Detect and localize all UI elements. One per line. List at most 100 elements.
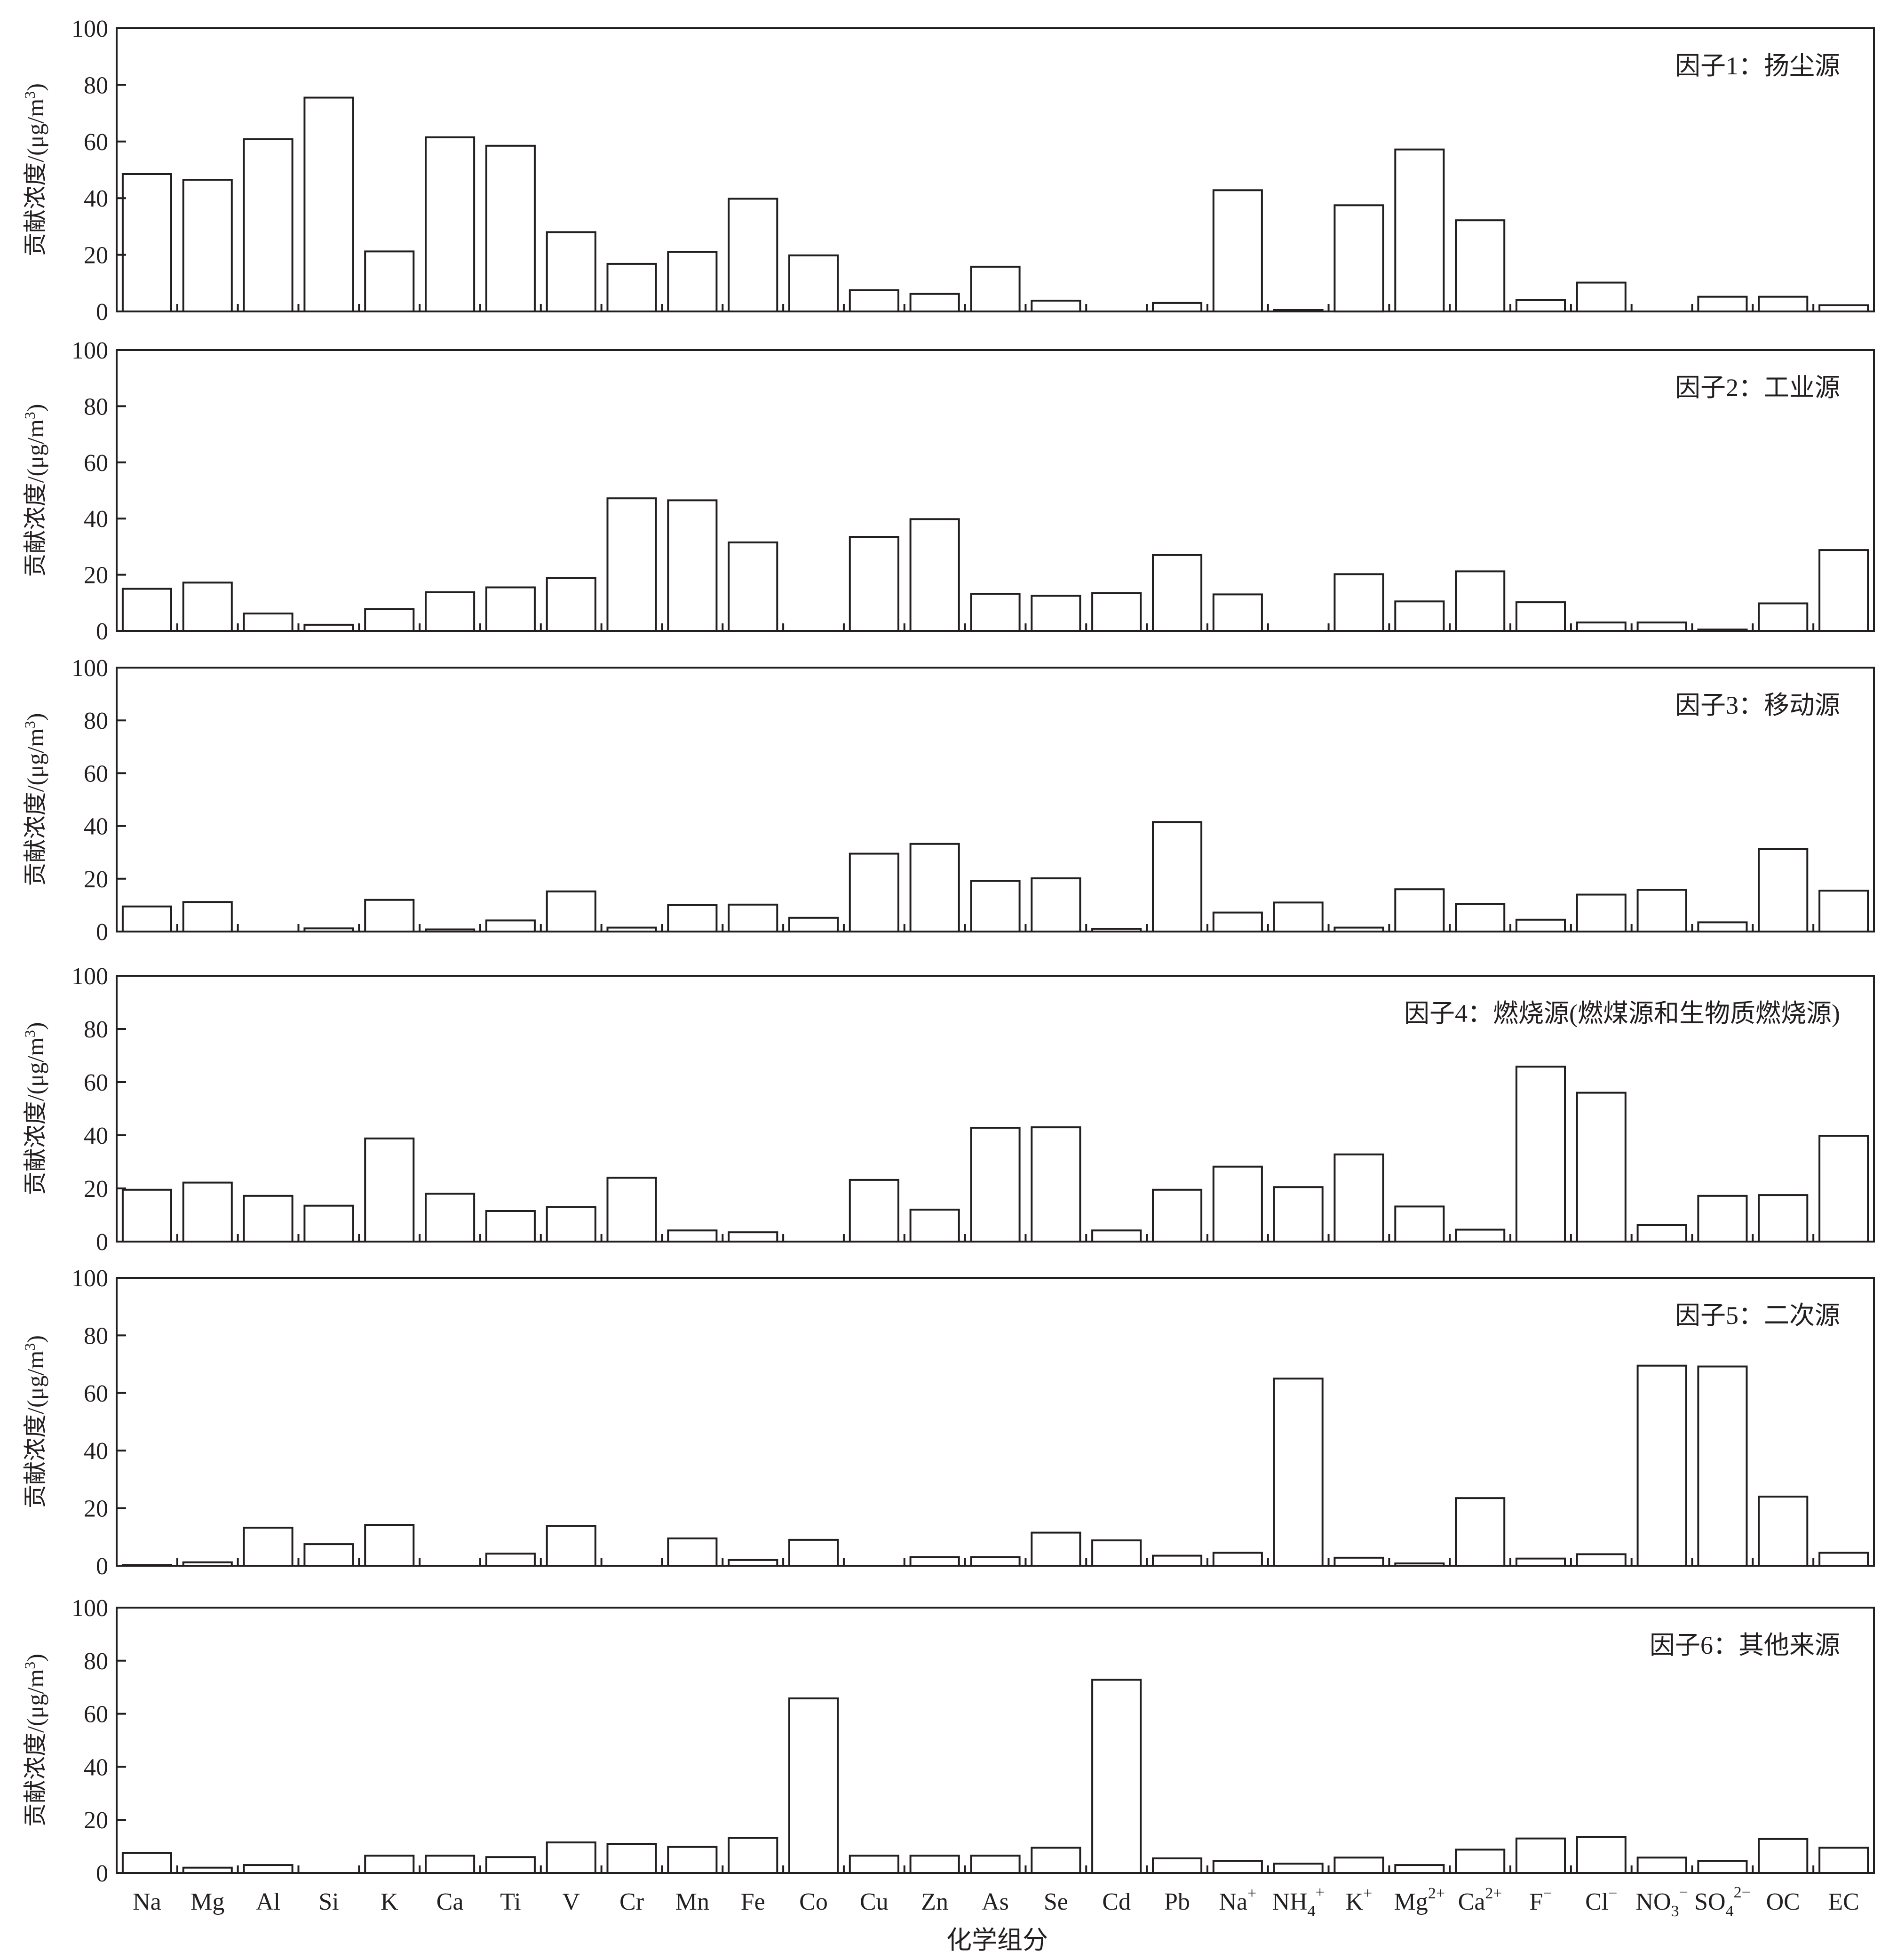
- x-tick-label: Mg: [190, 1888, 224, 1915]
- panel-title: 因子3：移动源: [1675, 691, 1840, 719]
- y-tick-label: 20: [84, 866, 108, 893]
- bar-1-12: [788, 254, 839, 312]
- bar-5-14: [909, 1556, 960, 1567]
- x-axis-label: 化学组分: [946, 1926, 1048, 1954]
- plot-frame: [116, 27, 1875, 312]
- x-tick-label: Co: [799, 1888, 828, 1915]
- bar-4-23: [1455, 1228, 1506, 1243]
- bar-2-25: [1576, 621, 1627, 632]
- y-tick-label: 20: [84, 1496, 108, 1522]
- y-tick-label: 40: [84, 813, 108, 840]
- y-tick-label: 100: [71, 1595, 108, 1622]
- bar-2-19: [1212, 593, 1263, 632]
- bar-6-1: [121, 1852, 172, 1874]
- bar-1-9: [606, 263, 657, 313]
- panel-title: 因子1：扬尘源: [1675, 52, 1840, 80]
- bar-2-10: [667, 499, 718, 632]
- y-tick-label: 60: [84, 1380, 108, 1407]
- x-tick-label: Al: [256, 1888, 280, 1915]
- bar-6-8: [546, 1841, 596, 1874]
- y-tick-label: 80: [84, 1648, 108, 1675]
- bar-2-11: [728, 541, 778, 632]
- x-tick-label: Mg2+: [1394, 1885, 1445, 1915]
- x-tick-label: Pb: [1164, 1888, 1190, 1915]
- y-tick-label: 60: [84, 1701, 108, 1728]
- y-tick-label: 60: [84, 760, 108, 787]
- y-tick-label: 40: [84, 1438, 108, 1465]
- bar-5-27: [1697, 1365, 1748, 1567]
- y-tick-label: 40: [84, 1123, 108, 1149]
- y-axis-label: 贡献浓度/(μg/m3): [21, 404, 48, 577]
- bar-3-11: [728, 903, 778, 933]
- bar-6-5: [364, 1855, 415, 1874]
- y-tick-label: 100: [71, 963, 108, 990]
- bar-4-19: [1212, 1165, 1263, 1243]
- bar-6-23: [1455, 1848, 1506, 1874]
- bar-4-1: [121, 1188, 172, 1243]
- bar-6-12: [788, 1697, 839, 1874]
- bar-4-18: [1152, 1188, 1203, 1243]
- bar-1-2: [182, 179, 233, 312]
- bar-4-7: [485, 1210, 536, 1243]
- x-tick-label: Mn: [675, 1888, 709, 1915]
- x-tick-labels: Na Mg Al Si K Ca Ti V Cr Mn Fe Co Cu Zn As Se Cd Pb Na+ NH4…: [133, 1884, 1859, 1920]
- bar-1-4: [303, 96, 354, 312]
- bar-3-25: [1576, 893, 1627, 932]
- x-tick-label: Si: [318, 1888, 339, 1915]
- bar-4-25: [1576, 1092, 1627, 1243]
- bar-6-9: [606, 1843, 657, 1874]
- bar-4-14: [909, 1209, 960, 1243]
- bar-6-10: [667, 1846, 718, 1874]
- bar-3-29: [1818, 890, 1869, 932]
- bar-5-7: [485, 1553, 536, 1567]
- bar-2-26: [1636, 621, 1687, 632]
- y-axis-label: 贡献浓度/(μg/m3): [21, 83, 48, 256]
- y-tick-label: 60: [84, 129, 108, 156]
- bar-6-20: [1273, 1863, 1324, 1874]
- bar-1-1: [121, 173, 172, 312]
- bar-5-4: [303, 1543, 354, 1567]
- bar-5-18: [1152, 1554, 1203, 1567]
- x-tick-label: K+: [1346, 1885, 1373, 1915]
- bar-4-11: [728, 1231, 778, 1243]
- panel-title: 因子5：二次源: [1675, 1301, 1840, 1330]
- bar-1-8: [546, 231, 596, 312]
- bar-6-28: [1758, 1838, 1809, 1874]
- bar-1-27: [1697, 295, 1748, 313]
- plot-frame: [116, 667, 1875, 932]
- bar-5-24: [1515, 1557, 1566, 1567]
- bar-2-23: [1455, 570, 1506, 632]
- x-tick-label: V: [562, 1888, 580, 1915]
- bar-3-1: [121, 905, 172, 932]
- bar-5-8: [546, 1525, 596, 1567]
- plot-frame: [116, 349, 1875, 632]
- x-tick-label: Se: [1044, 1888, 1068, 1915]
- y-tick-label: 20: [84, 562, 108, 589]
- bar-6-25: [1576, 1836, 1627, 1874]
- y-tick-label: 0: [96, 1553, 108, 1580]
- bar-1-18: [1152, 302, 1203, 313]
- x-tick-label: Ca2+: [1458, 1885, 1502, 1915]
- bar-4-5: [364, 1137, 415, 1243]
- bar-4-8: [546, 1206, 596, 1243]
- bar-2-5: [364, 608, 415, 632]
- bar-1-10: [667, 251, 718, 312]
- bar-5-3: [243, 1527, 294, 1567]
- bar-4-10: [667, 1229, 718, 1243]
- bar-6-17: [1091, 1679, 1142, 1874]
- y-tick-label: 20: [84, 1176, 108, 1203]
- bar-1-14: [909, 293, 960, 313]
- bar-2-16: [1031, 595, 1081, 632]
- x-tick-label: K: [381, 1888, 398, 1915]
- panel-title: 因子6：其他来源: [1650, 1631, 1840, 1659]
- bar-2-18: [1152, 554, 1203, 632]
- bar-4-22: [1394, 1205, 1445, 1243]
- bar-5-16: [1031, 1531, 1081, 1567]
- bar-2-29: [1818, 549, 1869, 632]
- bar-4-24: [1515, 1066, 1566, 1243]
- bar-5-20: [1273, 1378, 1324, 1567]
